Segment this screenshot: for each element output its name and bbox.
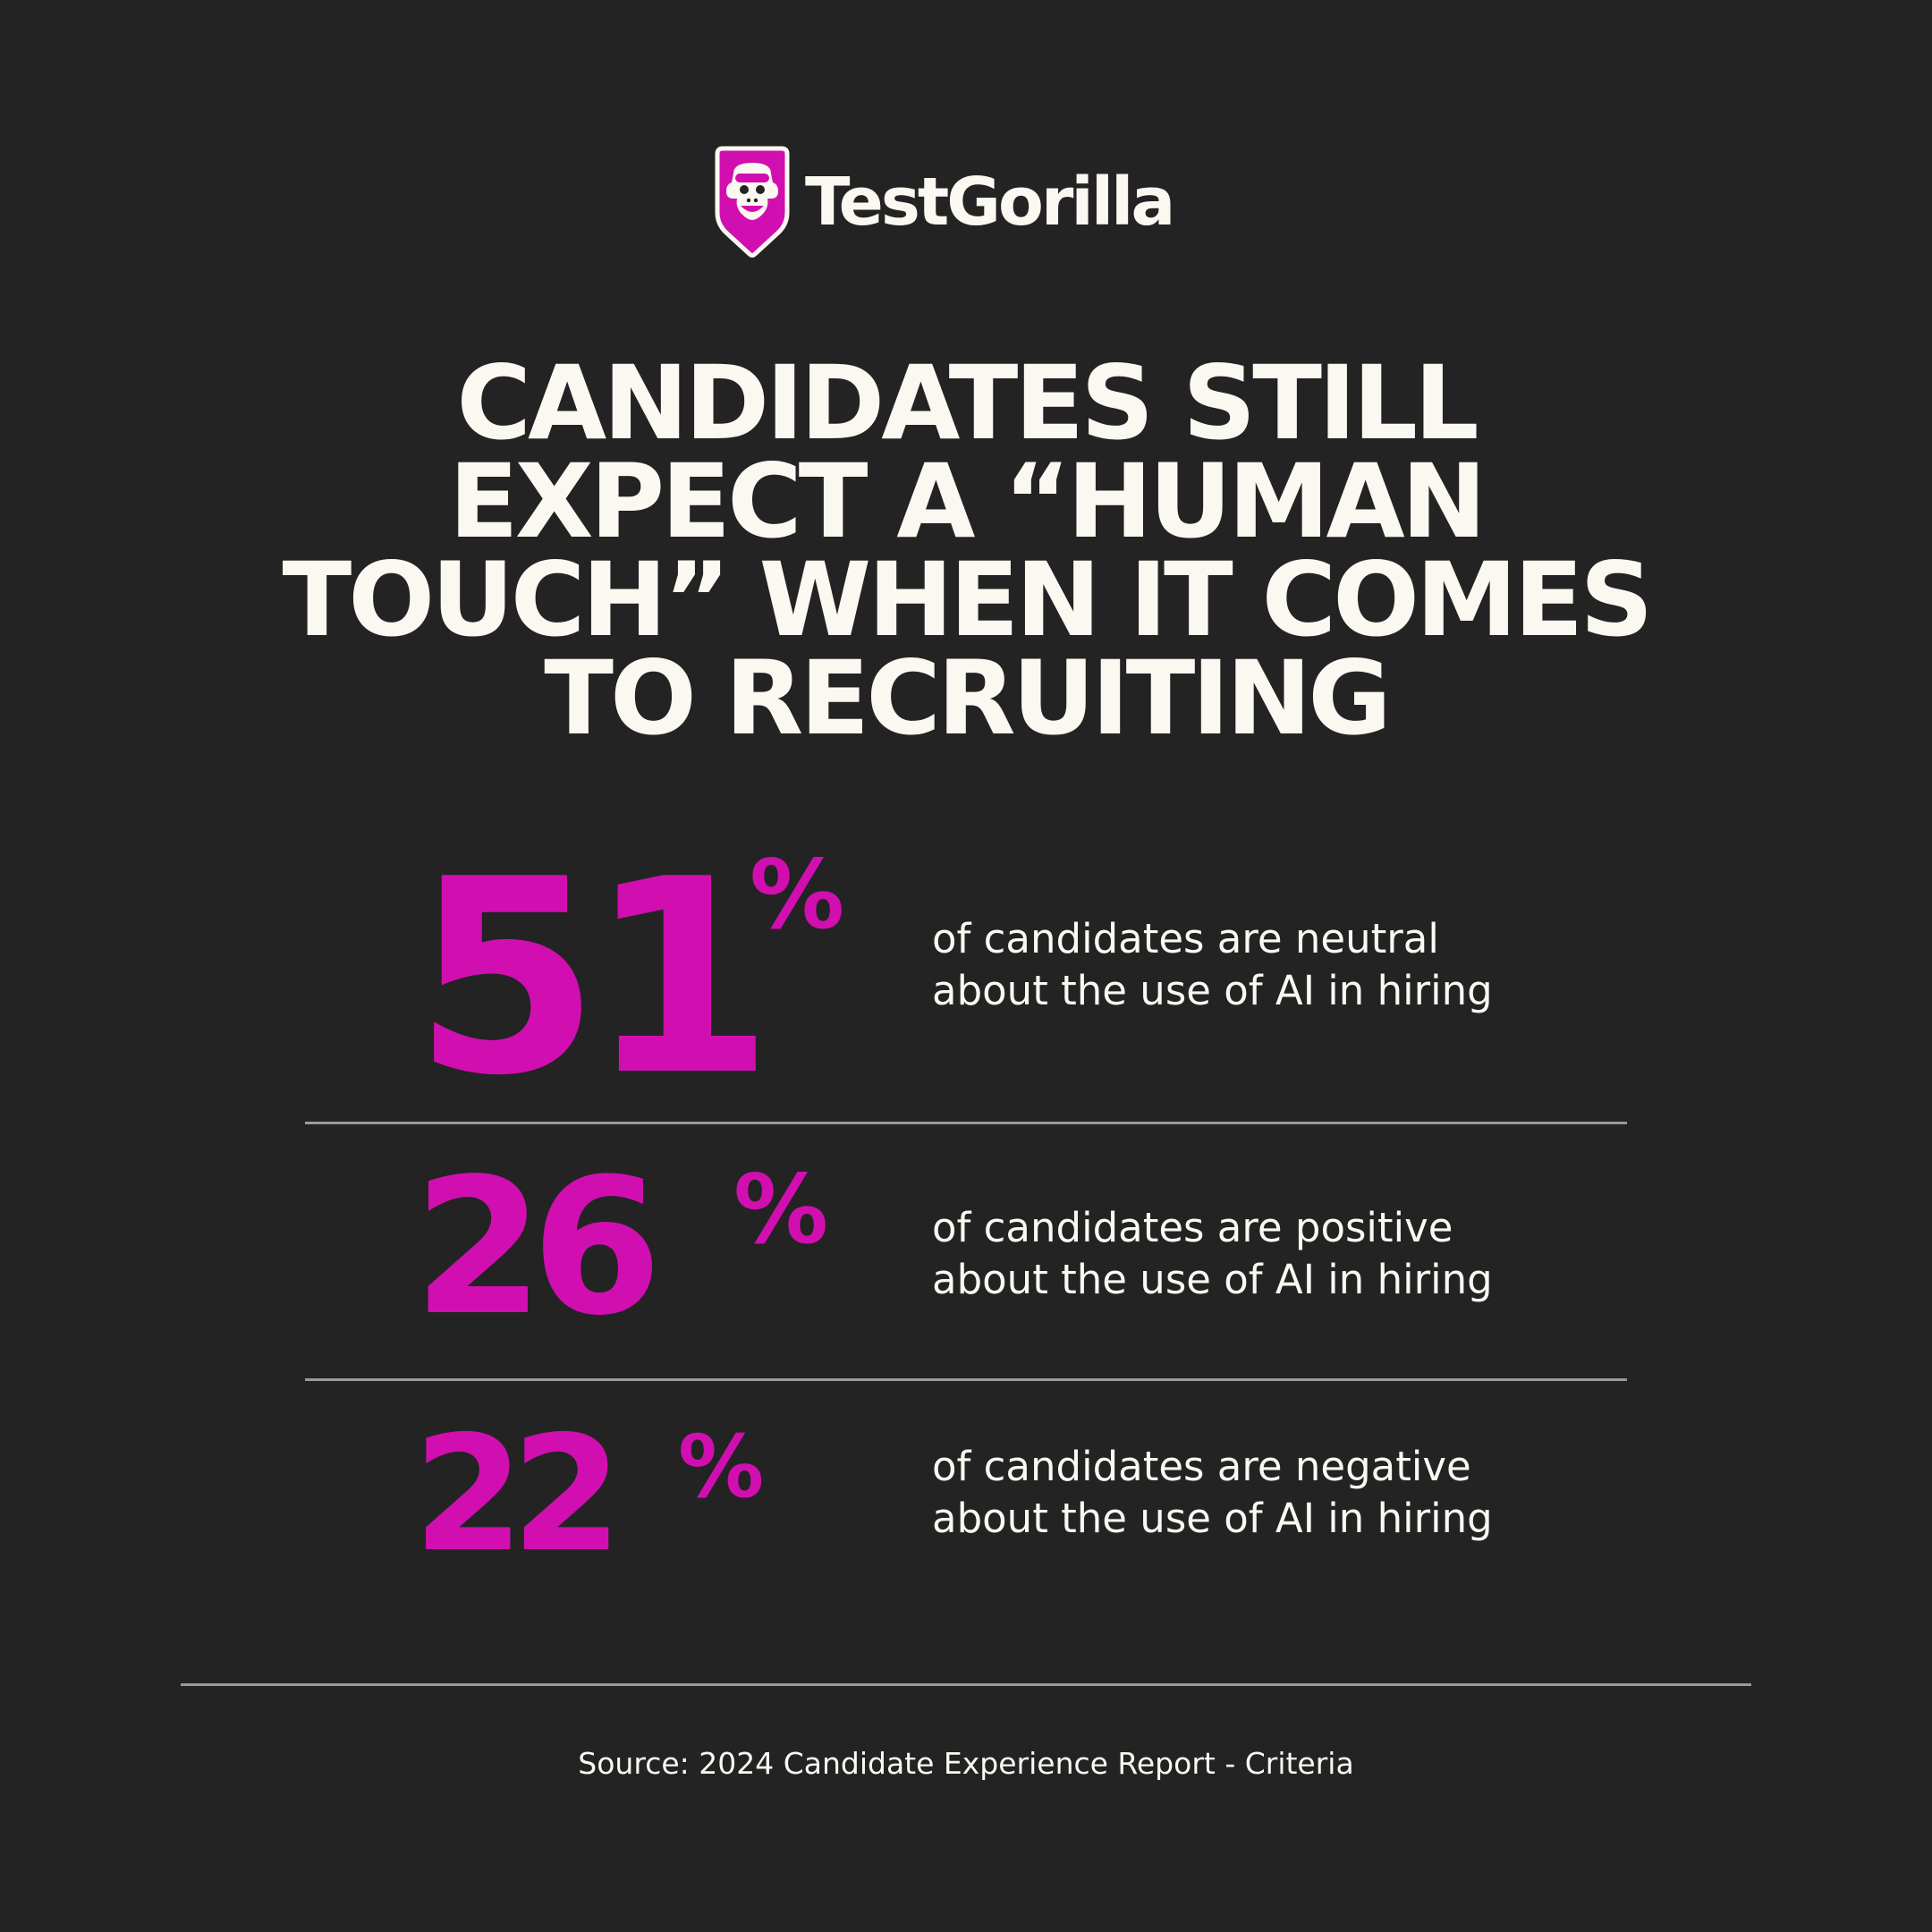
- headline-line: TOUCH” WHEN IT COMES: [282, 540, 1654, 659]
- stat-description-line: about the use of AI in hiring: [932, 1495, 1493, 1542]
- brand-logo: TestGorilla: [714, 143, 1175, 261]
- stat-description: of candidates are neutral about the use …: [932, 913, 1493, 1017]
- brand-name: TestGorilla: [805, 164, 1175, 241]
- gorilla-shield-icon: [715, 146, 790, 258]
- source-citation: Source: 2024 Candidate Experience Report…: [578, 1746, 1354, 1781]
- headline-line: CANDIDATES STILL: [456, 343, 1479, 462]
- stat-description-line: of candidates are neutral: [932, 915, 1439, 962]
- headline-line: EXPECT A “HUMAN: [448, 442, 1487, 561]
- stat-description-line: about the use of AI in hiring: [932, 967, 1493, 1014]
- stat-value: 22: [413, 1402, 623, 1587]
- percent-sign: %: [733, 1155, 828, 1265]
- headline: CANDIDATES STILL EXPECT A “HUMAN TOUCH” …: [0, 343, 1932, 758]
- footer-divider: [181, 1683, 1751, 1686]
- stat-description-line: of candidates are positive: [932, 1204, 1453, 1251]
- stat-description-line: of candidates are negative: [932, 1443, 1471, 1490]
- stat-value: 51: [413, 822, 775, 1134]
- divider: [305, 1378, 1627, 1381]
- stat-description-line: about the use of AI in hiring: [932, 1256, 1493, 1303]
- stat-description: of candidates are positive about the use…: [932, 1202, 1493, 1306]
- percent-sign: %: [678, 1417, 764, 1517]
- stat-value: 26: [413, 1138, 662, 1357]
- headline-line: TO RECRUITING: [544, 639, 1392, 758]
- percent-sign: %: [750, 840, 844, 950]
- stat-description: of candidates are negative about the use…: [932, 1441, 1493, 1545]
- divider: [305, 1122, 1627, 1124]
